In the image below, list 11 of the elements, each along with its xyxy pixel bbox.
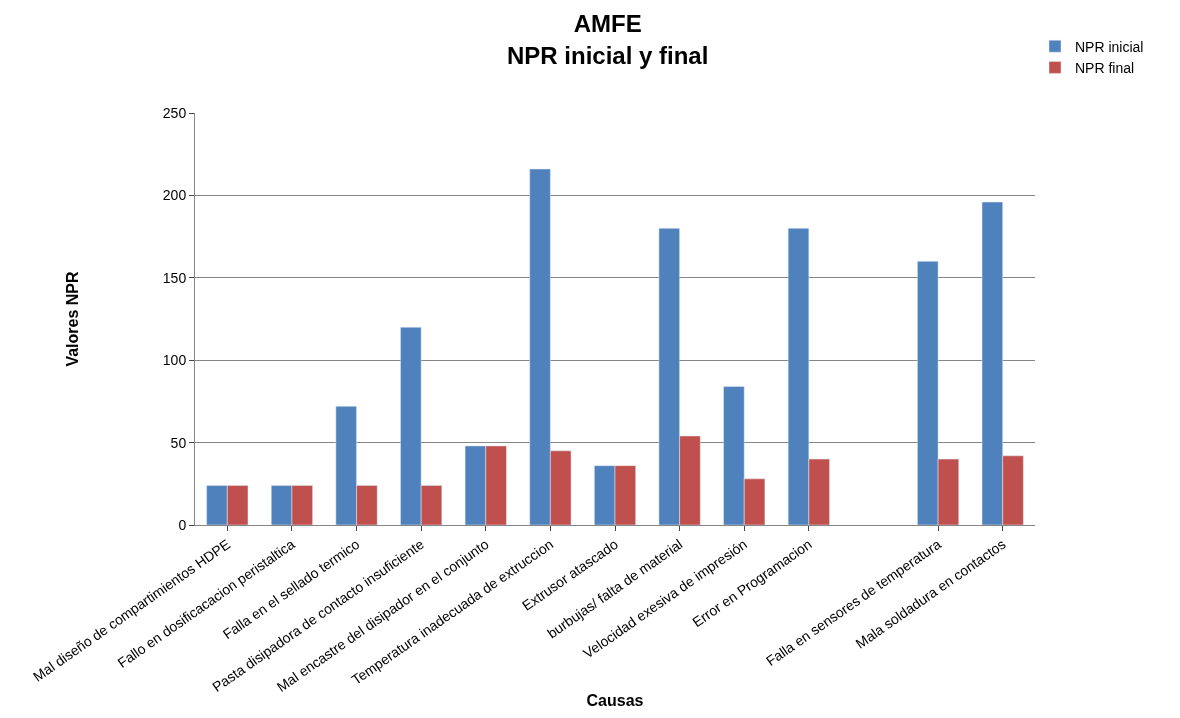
x-axis-title: Causas [586,691,644,709]
legend-label: NPR inicial [1075,38,1144,55]
y-tick-label: 250 [162,104,187,121]
y-tick-label: 0 [178,516,187,533]
chart-title: AMFE NPR inicial y final [507,10,709,69]
y-tick-label: 150 [162,269,187,286]
y-tick-label: 50 [170,434,187,451]
y-axis-title: Valores NPR [63,270,81,367]
y-tick-label: 200 [162,187,187,204]
legend-label: NPR final [1075,59,1135,76]
y-tick-label: 100 [162,352,187,369]
